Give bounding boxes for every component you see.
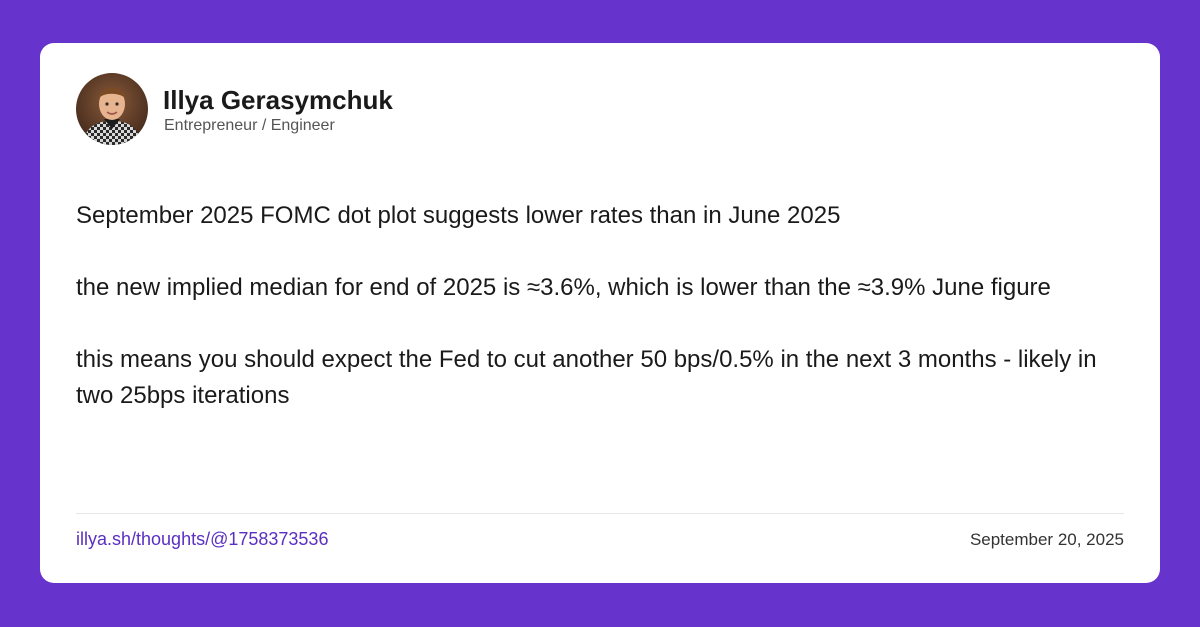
post-body: September 2025 FOMC dot plot suggests lo… [76, 198, 1136, 450]
author-title: Entrepreneur / Engineer [164, 117, 335, 134]
post-paragraph: the new implied median for end of 2025 i… [76, 274, 1051, 301]
footer-divider [76, 513, 1124, 514]
post-paragraph: September 2025 FOMC dot plot suggests lo… [76, 202, 841, 229]
post-date: September 20, 2025 [969, 530, 1124, 549]
author-name: Illya Gerasymchuk [163, 85, 393, 115]
avatar [76, 73, 148, 145]
post-permalink[interactable]: illya.sh/thoughts/@1758373536 [76, 529, 329, 549]
profile-photo-icon [76, 73, 148, 145]
post-paragraph: this means you should expect the Fed to … [76, 346, 1097, 409]
post-card: Illya Gerasymchuk Entrepreneur / Enginee… [40, 43, 1160, 583]
